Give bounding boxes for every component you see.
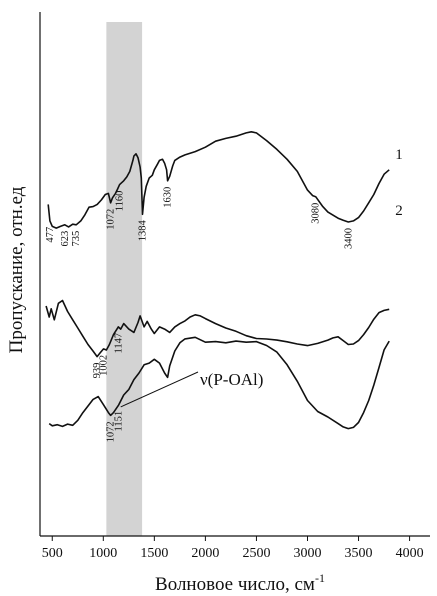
curve-1 (47, 131, 390, 229)
peak-label: 1147 (113, 333, 124, 354)
x-tick-label: 4000 (396, 546, 424, 561)
spectra-curves (45, 131, 390, 430)
band-callout: ν(P-OAl) (120, 370, 263, 408)
curve-2 (48, 336, 390, 430)
curve-label-2: 2 (395, 203, 403, 219)
x-tick-label: 3000 (293, 546, 321, 561)
peak-label: 1151 (114, 411, 125, 432)
peak-annotations: 477 623 7351072116013841630308034001072115… (45, 187, 354, 443)
peak-label: 1072 (106, 209, 117, 230)
curve-labels: 123 (395, 147, 403, 219)
peak-label: 1384 (138, 220, 149, 242)
peak-label: 939 (92, 363, 103, 379)
peak-label: 477 (45, 227, 56, 243)
x-axis-title: Волновое число, см-1 (155, 571, 325, 595)
x-tick-label: 500 (42, 546, 63, 561)
curve-3 (45, 299, 390, 358)
highlight-band (106, 22, 143, 536)
x-tick-label: 1500 (140, 546, 168, 561)
band-callout-leader (120, 371, 199, 408)
curve-label-1: 1 (395, 147, 403, 163)
peak-label: 1630 (163, 187, 174, 208)
y-axis-title: Пропускание, отн.ед (6, 186, 27, 353)
peak-label: 3400 (343, 228, 354, 249)
peak-label: 623 (60, 231, 71, 247)
x-tick-label: 2000 (191, 546, 219, 561)
peak-label: 735 (71, 231, 82, 247)
peak-label: 1002 (99, 355, 110, 376)
x-axis-title-superscript: -1 (315, 571, 325, 585)
peak-label: 1160 (115, 191, 126, 212)
x-ticks: 500 1000 1500 2000 2500 3000 3500 4000 (42, 536, 424, 561)
peak-label: 1072 (106, 421, 117, 442)
peak-label: 3080 (311, 203, 322, 224)
x-tick-label: 1000 (89, 546, 117, 561)
x-tick-label: 2500 (242, 546, 270, 561)
x-tick-label: 3500 (345, 546, 373, 561)
x-axis-title-text: Волновое число, см (155, 574, 315, 595)
band-label: ν(P-OAl) (200, 370, 263, 389)
